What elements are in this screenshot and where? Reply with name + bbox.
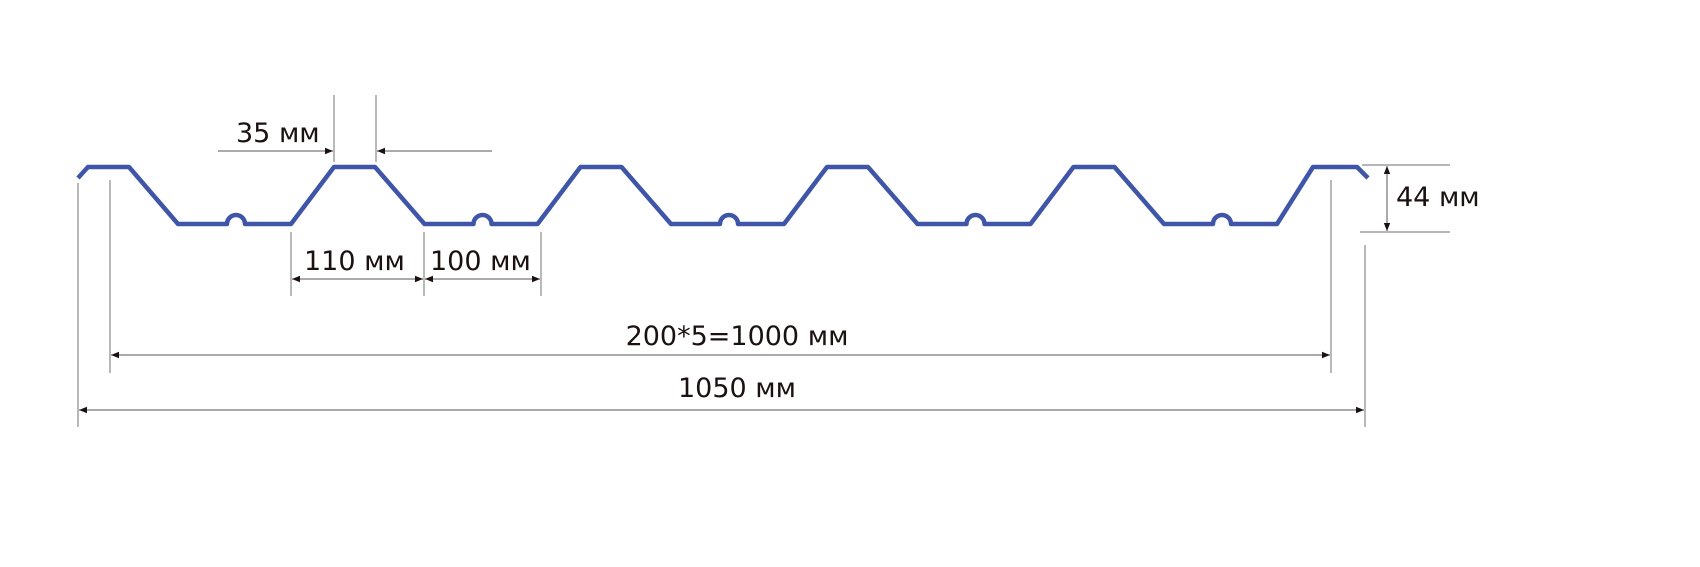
dimension-slope-bottom: 110 мм 100 мм [290, 232, 542, 296]
bottom-width-label: 100 мм [430, 246, 531, 277]
dimension-overall-width: 1050 мм [77, 183, 1366, 427]
corrugated-sheet-profile [76, 164, 1370, 227]
dimension-top-width: 35 мм [218, 95, 492, 162]
pitch-total-label: 200*5=1000 мм [626, 321, 849, 352]
dimension-height: 44 мм [1360, 164, 1480, 233]
dimension-pitch-total: 200*5=1000 мм [109, 180, 1332, 373]
slope-width-label: 110 мм [304, 246, 405, 277]
height-label: 44 мм [1396, 182, 1480, 213]
overall-width-label: 1050 мм [678, 373, 796, 404]
top-width-label: 35 мм [236, 118, 320, 149]
